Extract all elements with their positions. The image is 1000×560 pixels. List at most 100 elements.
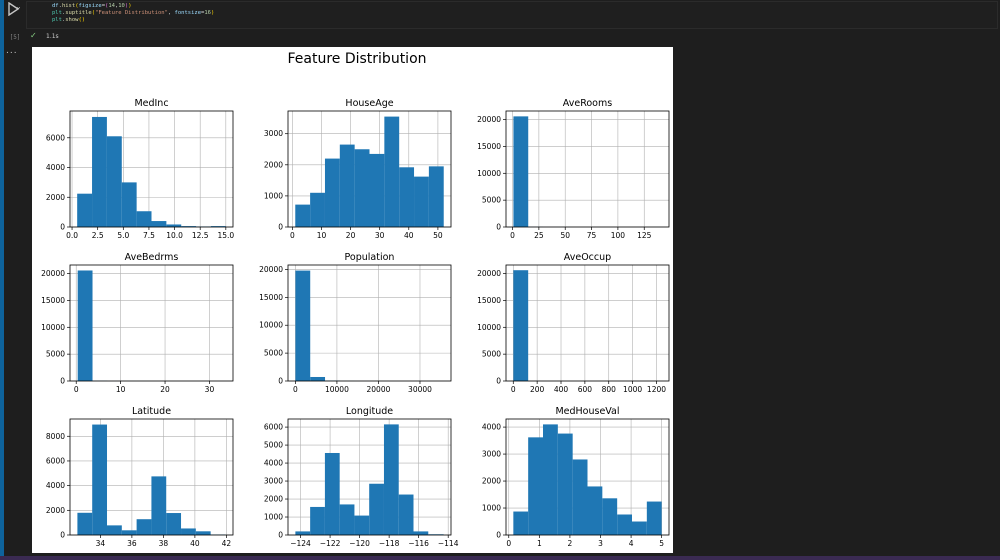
x-tick-label: 100 (611, 231, 626, 240)
histogram-bar (384, 116, 400, 227)
histogram-bar (195, 531, 211, 535)
code-editor[interactable] (26, 1, 998, 29)
y-tick-label: 0 (60, 531, 65, 540)
active-cell-indicator (0, 0, 4, 560)
x-tick-label: −118 (379, 539, 400, 548)
y-tick-label: 3000 (482, 450, 501, 459)
code-token: 16 (204, 10, 211, 16)
execution-count: [5] (9, 34, 21, 41)
subplot-title: Population (345, 252, 395, 263)
output-menu-button[interactable]: ... (6, 46, 18, 56)
y-tick-label: 2000 (46, 506, 65, 515)
y-tick-label: 4000 (46, 481, 65, 490)
code-token: "Feature Distribution" (95, 10, 168, 16)
y-tick-label: 0 (496, 531, 501, 540)
cell-gutter (4, 0, 22, 560)
histogram-bar (77, 193, 93, 227)
code-line: df.hist(figsize=(14,10)) (52, 3, 132, 9)
y-tick-label: 3000 (264, 477, 283, 486)
axes-frame (69, 418, 234, 536)
code-token: ( (105, 3, 109, 9)
histogram-bar (354, 515, 370, 535)
histogram-bar (181, 226, 197, 227)
y-tick-label: 0 (278, 377, 283, 386)
y-tick-label: 0 (278, 223, 283, 232)
histogram-bar (295, 204, 311, 227)
y-tick-label: 1000 (482, 504, 501, 513)
figure-suptitle: Feature Distribution (287, 51, 426, 67)
code-token: ) (210, 10, 215, 16)
x-tick-label: 30000 (408, 385, 432, 394)
histogram-bar (413, 531, 429, 535)
x-tick-label: 1200 (647, 385, 666, 394)
x-tick-label: 30 (205, 385, 215, 394)
y-tick-label: 0 (60, 223, 65, 232)
x-tick-label: 600 (578, 385, 593, 394)
x-tick-label: −120 (349, 539, 370, 548)
subplot-title: Latitude (132, 406, 171, 417)
x-tick-label: 3 (598, 539, 603, 548)
x-tick-label: 50 (560, 231, 570, 240)
check-icon: ✓ (30, 31, 37, 40)
x-tick-label: 5 (659, 539, 664, 548)
histogram-bar (543, 424, 558, 535)
code-token: 14 (108, 3, 115, 9)
y-tick-label: 4000 (46, 163, 65, 172)
histogram-bar (121, 182, 137, 227)
code-token: () (78, 17, 86, 23)
x-tick-label: 0 (510, 231, 515, 240)
x-tick-label: 36 (127, 539, 137, 548)
y-tick-label: 6000 (46, 133, 65, 142)
code-token: plt (52, 10, 62, 16)
histogram-bar (414, 176, 429, 227)
x-tick-label: 200 (530, 385, 545, 394)
y-tick-label: 3000 (264, 129, 283, 138)
x-tick-label: 12.5 (192, 231, 209, 240)
x-tick-label: 7.5 (143, 231, 155, 240)
histogram-bar (151, 476, 167, 535)
axes-frame (287, 418, 452, 536)
x-tick-label: 10000 (325, 385, 349, 394)
histogram-bar (92, 116, 107, 227)
histogram-bar (513, 511, 529, 535)
axes-frame (505, 264, 670, 382)
x-tick-label: 15.0 (217, 231, 234, 240)
axes-frame (505, 418, 670, 536)
x-tick-label: 75 (587, 231, 597, 240)
code-line: plt.show() (52, 17, 85, 23)
code-line: plt.suptitle("Feature Distribution", fon… (52, 10, 214, 16)
histogram-bar (107, 525, 122, 535)
histogram-bar (528, 437, 544, 535)
y-tick-label: 0 (496, 223, 501, 232)
code-token: , (167, 10, 175, 16)
y-tick-label: 20000 (477, 115, 501, 124)
code-token: . (61, 10, 66, 16)
histogram-bar (557, 433, 573, 535)
x-tick-label: 40 (190, 539, 200, 548)
y-tick-label: 20000 (259, 265, 283, 274)
y-tick-label: 10000 (477, 169, 501, 178)
x-tick-label: 0 (290, 231, 295, 240)
x-tick-label: −116 (408, 539, 429, 548)
histogram-bar (428, 166, 444, 227)
histogram-bar (398, 494, 414, 535)
y-tick-label: 4000 (482, 423, 501, 432)
y-tick-label: 10000 (477, 323, 501, 332)
run-cell-icon[interactable] (6, 2, 22, 16)
x-tick-label: 0 (74, 385, 79, 394)
y-tick-label: 1000 (264, 513, 283, 522)
x-tick-label: 2 (568, 539, 573, 548)
histogram-bar (295, 531, 311, 535)
y-tick-label: 5000 (482, 196, 501, 205)
x-tick-label: 20000 (367, 385, 391, 394)
subplot-title: AveBedrms (125, 252, 179, 263)
x-tick-label: 2.5 (92, 231, 104, 240)
code-token: df (52, 3, 59, 9)
y-tick-label: 0 (496, 377, 501, 386)
chevron-down-icon[interactable]: ⌄ (15, 2, 22, 11)
code-token: , (114, 3, 119, 9)
y-tick-label: 2000 (264, 160, 283, 169)
subplot-title: HouseAge (345, 98, 393, 109)
x-tick-label: 20 (160, 385, 170, 394)
histogram-bar (310, 192, 325, 227)
